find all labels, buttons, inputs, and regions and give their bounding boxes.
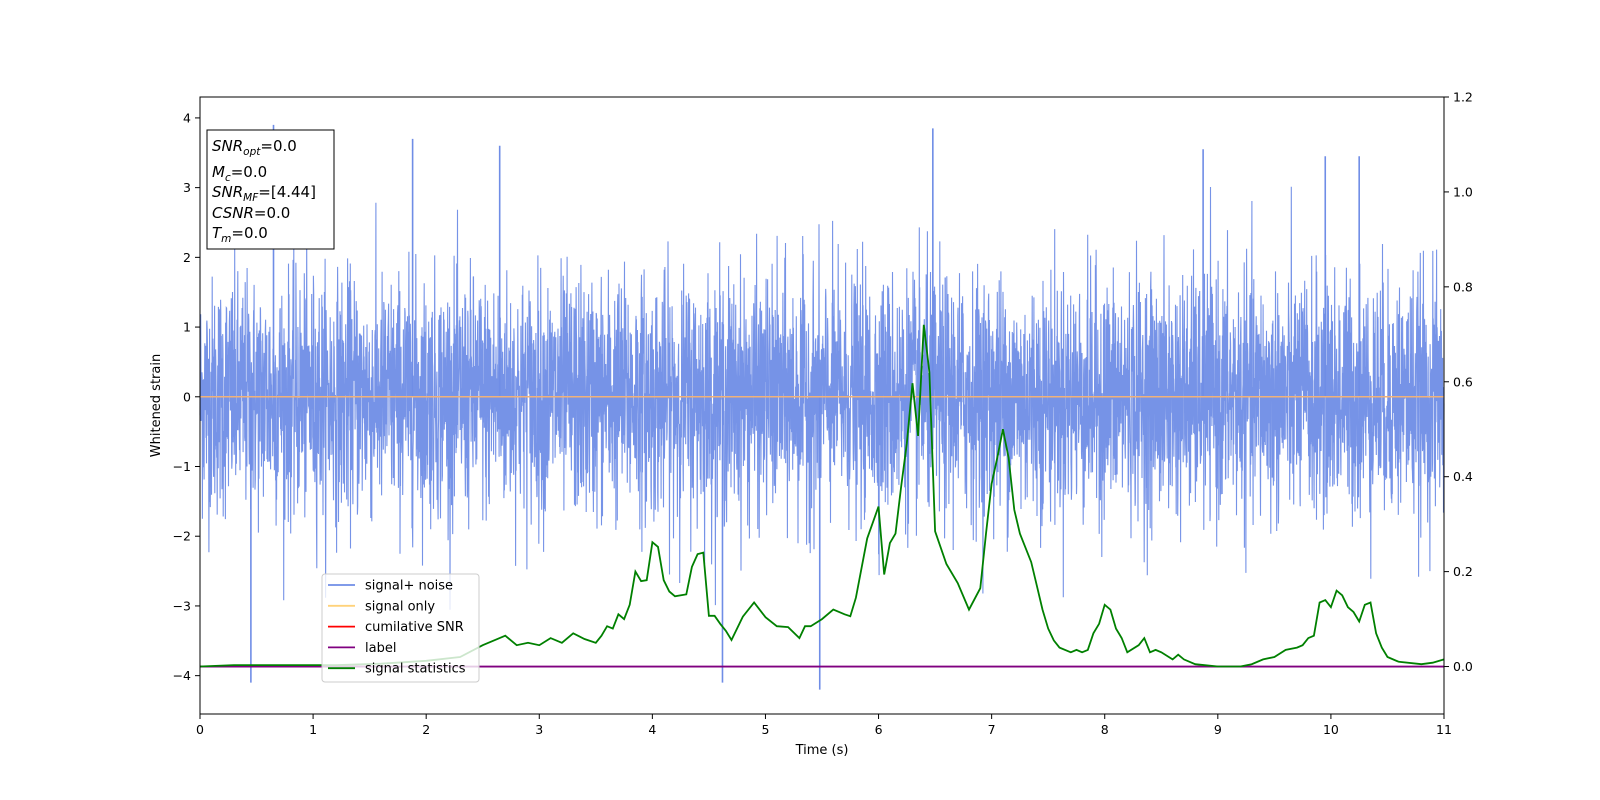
y-left-tick-label: −3 bbox=[173, 598, 191, 613]
y-right-tick-label: 0.4 bbox=[1453, 469, 1473, 484]
legend-entry: signal statistics bbox=[365, 662, 466, 677]
signal-noise-line bbox=[199, 186, 1445, 610]
x-tick-label: 4 bbox=[648, 722, 656, 737]
x-tick-label: 9 bbox=[1214, 722, 1222, 737]
y-axis-right: 1.2 1.0 0.8 0.6 0.4 0.2 0.0 bbox=[1444, 90, 1473, 674]
x-axis: 0 1 2 3 4 5 6 7 8 9 10 11 bbox=[196, 714, 1452, 737]
annotation-line: SNRopt=0.0 bbox=[212, 137, 297, 158]
x-tick-label: 7 bbox=[988, 722, 996, 737]
x-tick-label: 0 bbox=[196, 722, 204, 737]
legend: signal+ noise signal only cumilative SNR la… bbox=[321, 573, 480, 683]
annotation-line: SNRMF=[4.44] bbox=[212, 183, 316, 204]
signal-statistics-line bbox=[199, 324, 1445, 668]
y-left-tick-label: 2 bbox=[183, 250, 191, 265]
y-axis-left: 4 3 2 1 0 −1 −2 −3 −4 bbox=[173, 110, 200, 683]
y-left-tick-label: 3 bbox=[183, 180, 191, 195]
y-left-tick-label: 0 bbox=[183, 389, 191, 404]
x-tick-label: 11 bbox=[1436, 722, 1452, 737]
y-left-tick-label: 4 bbox=[183, 110, 191, 125]
annotation-line: Mc=0.0 bbox=[212, 163, 267, 184]
y-left-tick-label: −4 bbox=[173, 668, 191, 683]
x-tick-label: 6 bbox=[875, 722, 883, 737]
annotation-line: CSNR=0.0 bbox=[212, 204, 290, 222]
y-right-tick-label: 0.0 bbox=[1453, 659, 1473, 674]
y-left-tick-label: −2 bbox=[173, 529, 191, 544]
legend-entry: label bbox=[365, 641, 396, 656]
y-axis-label: Whitened strain bbox=[149, 354, 164, 457]
y-right-tick-label: 0.2 bbox=[1453, 564, 1473, 579]
legend-entry: cumilative SNR bbox=[365, 620, 464, 635]
x-axis-label: Time (s) bbox=[795, 743, 849, 758]
y-right-tick-label: 1.2 bbox=[1453, 90, 1473, 105]
plot-frame bbox=[199, 96, 1445, 715]
noise-series bbox=[199, 124, 1445, 690]
x-tick-label: 10 bbox=[1323, 722, 1339, 737]
x-tick-label: 2 bbox=[422, 722, 430, 737]
y-right-tick-label: 1.0 bbox=[1453, 184, 1473, 199]
y-right-tick-label: 0.6 bbox=[1453, 374, 1473, 389]
legend-entry: signal only bbox=[365, 599, 435, 614]
y-right-tick-label: 0.8 bbox=[1453, 279, 1473, 294]
y-left-tick-label: −1 bbox=[173, 459, 191, 474]
x-tick-label: 3 bbox=[535, 722, 543, 737]
annotation-box-frame bbox=[206, 129, 335, 250]
x-tick-label: 8 bbox=[1101, 722, 1109, 737]
legend-frame bbox=[321, 573, 480, 683]
x-tick-label: 5 bbox=[761, 722, 769, 737]
y-left-tick-label: 1 bbox=[183, 320, 191, 335]
x-tick-label: 1 bbox=[309, 722, 317, 737]
legend-entry: signal+ noise bbox=[365, 579, 453, 594]
signal-statistics-series bbox=[199, 324, 1445, 668]
annotation-line: Tm=0.0 bbox=[212, 224, 268, 245]
